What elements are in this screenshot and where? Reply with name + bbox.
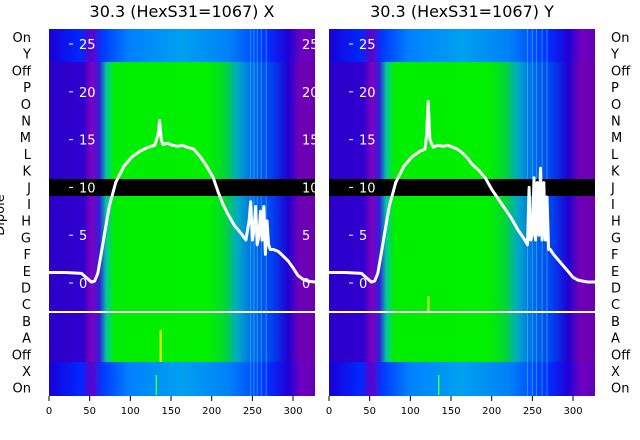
row-label-left: K [22,165,31,180]
row-label-left: L [24,148,32,163]
y-tick-label: 5 [302,229,310,244]
row-label-right: G [611,231,621,246]
row-label-right: J [610,181,615,196]
row-label-right: Off [611,348,631,363]
row-label-left: Off [12,64,32,79]
row-label-right: On [611,382,629,397]
row-label-right: B [611,315,620,330]
overlay-line [49,119,316,284]
row-label-right: H [611,215,621,230]
y-tick-label: 5 [359,229,367,244]
row-label-right: N [611,115,621,130]
y-axis-label: Dipole [0,194,8,235]
y-tick-label: 10 [79,181,96,196]
chart-title-x: 30.3 (HexS31=1067) X [90,2,275,21]
x-tick-label: 50 [83,406,96,417]
y-tick-label: 15 [359,134,376,149]
x-tick-label: 50 [363,406,376,417]
y-tick-label: 5 [79,229,87,244]
row-label-left: G [21,231,31,246]
row-label-left: P [23,81,31,96]
heatmap-hotspot [427,296,430,312]
y-tick-label: 15 [302,134,319,149]
y-tick-label: 25 [79,38,96,53]
row-label-left: H [21,215,31,230]
x-tick-label: 200 [482,406,501,417]
row-label-left: N [21,115,31,130]
x-tick-label: 100 [401,406,420,417]
y-tick-label: 0 [359,277,367,292]
row-label-left: B [22,315,31,330]
y-tick-label: 0 [79,277,87,292]
y-tick-label: 10 [359,181,376,196]
row-label-left: D [21,282,31,297]
row-label-right: E [611,265,619,280]
row-label-right: Off [611,64,631,79]
row-label-left: On [13,31,31,46]
y-tick-label: 20 [79,86,96,101]
row-label-left: E [23,265,31,280]
row-label-left: Y [22,48,31,63]
x-tick-label: 0 [46,406,52,417]
x-tick-label: 0 [326,406,332,417]
row-label-left: On [13,382,31,397]
chart-title-y: 30.3 (HexS31=1067) Y [370,2,554,21]
row-label-left: I [27,198,31,213]
row-label-right: O [611,98,621,113]
y-tick-label: 15 [79,134,96,149]
row-label-left: Off [12,348,32,363]
x-tick-label: 150 [161,406,180,417]
row-label-right: P [611,81,619,96]
heatmap-hotspot [159,330,162,362]
heatmap-hotspot [155,375,158,395]
heatmap-band [49,62,315,362]
row-label-left: A [22,332,31,347]
y-tick-label: 20 [302,86,319,101]
x-tick-label: 300 [563,406,582,417]
row-label-right: K [611,165,620,180]
y-tick-label: 25 [359,38,376,53]
row-label-right: X [611,365,620,380]
row-label-left: M [20,131,31,146]
heatmap-hotspot [438,375,440,395]
row-label-left: O [21,98,31,113]
row-label-right: On [611,31,629,46]
x-tick-label: 250 [523,406,542,417]
row-label-left: X [22,365,31,380]
row-label-left: F [24,248,31,263]
x-tick-label: 150 [441,406,460,417]
row-label-left: C [22,298,31,313]
y-tick-label: 10 [302,181,319,196]
row-label-right: Y [610,48,619,63]
y-tick-label: 25 [302,38,319,53]
row-label-right: L [611,148,619,163]
x-tick-label: 300 [283,406,302,417]
x-tick-label: 100 [121,406,140,417]
y-tick-label: 0 [302,277,310,292]
row-label-right: M [611,131,622,146]
row-label-right: A [611,332,620,347]
row-label-right: I [611,198,615,213]
row-label-right: F [611,248,618,263]
x-tick-label: 250 [243,406,262,417]
heatmap-band [329,62,595,362]
x-tick-label: 200 [202,406,221,417]
y-tick-label: 20 [359,86,376,101]
row-label-right: D [611,282,621,297]
overlay-line [329,99,595,284]
row-label-left: J [26,181,31,196]
row-label-right: C [611,298,620,313]
